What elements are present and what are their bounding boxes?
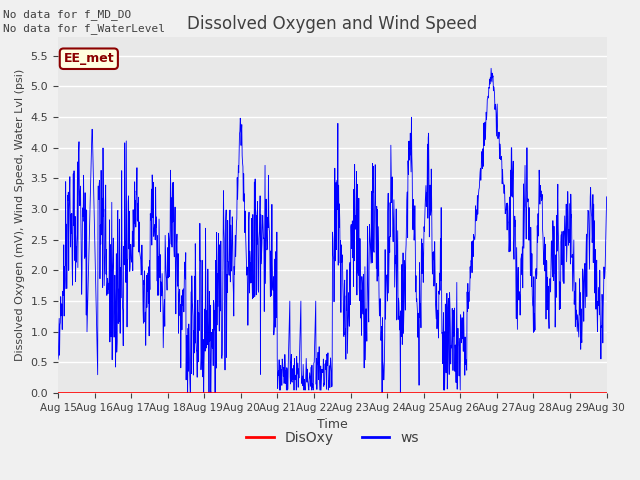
Text: No data for f_MD_DO: No data for f_MD_DO	[3, 9, 131, 20]
Text: No data for f_WaterLevel: No data for f_WaterLevel	[3, 23, 165, 34]
Y-axis label: Dissolved Oxygen (mV), Wind Speed, Water Lvl (psi): Dissolved Oxygen (mV), Wind Speed, Water…	[15, 69, 25, 361]
Text: EE_met: EE_met	[63, 52, 114, 65]
Legend: DisOxy, ws: DisOxy, ws	[240, 425, 424, 450]
Title: Dissolved Oxygen and Wind Speed: Dissolved Oxygen and Wind Speed	[188, 15, 477, 33]
X-axis label: Time: Time	[317, 419, 348, 432]
